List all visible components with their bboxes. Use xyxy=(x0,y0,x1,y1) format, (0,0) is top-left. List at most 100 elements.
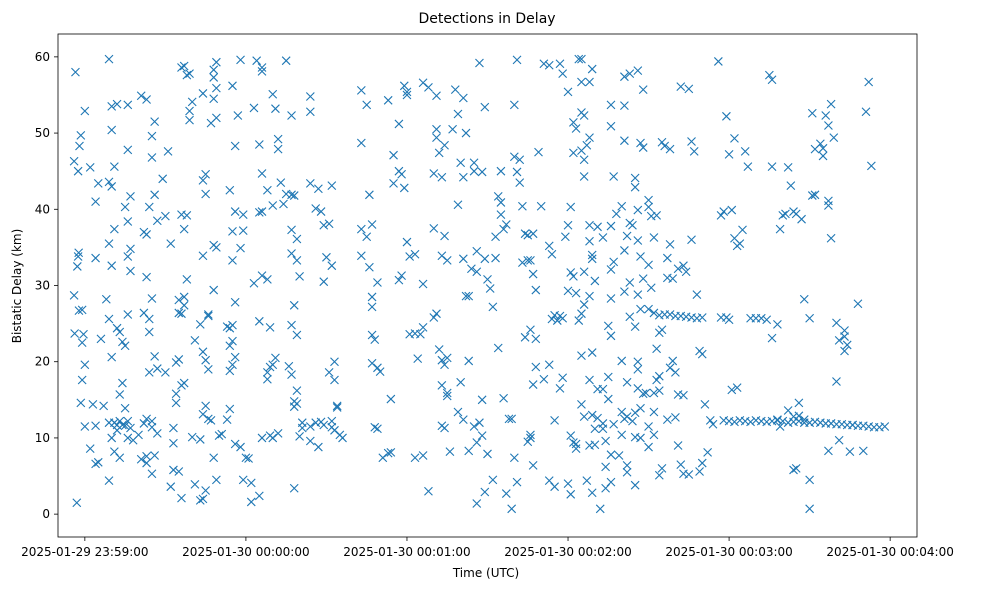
detection-point xyxy=(652,375,662,385)
detection-point xyxy=(866,161,876,171)
detection-point xyxy=(257,169,267,178)
detection-point xyxy=(79,329,88,339)
detection-point xyxy=(609,419,619,429)
detection-point xyxy=(480,102,490,112)
detection-point xyxy=(182,210,192,220)
detection-point xyxy=(509,152,519,162)
detection-point xyxy=(585,291,594,301)
detection-point xyxy=(512,55,522,65)
detection-point xyxy=(432,124,441,134)
detection-point xyxy=(332,401,342,411)
detection-point xyxy=(77,338,87,348)
detection-point xyxy=(810,190,820,200)
detection-point xyxy=(574,316,584,325)
detection-point xyxy=(577,54,586,64)
detection-point xyxy=(257,433,267,443)
detection-point xyxy=(799,294,809,304)
detection-point xyxy=(501,220,511,229)
detection-point xyxy=(142,272,151,282)
detection-point xyxy=(805,313,815,323)
detection-point xyxy=(394,275,404,285)
detection-point xyxy=(493,343,503,353)
detection-point xyxy=(370,422,380,432)
detection-point xyxy=(150,451,160,460)
detection-point xyxy=(695,467,704,476)
detection-point xyxy=(268,89,278,99)
detection-point xyxy=(367,292,377,302)
detection-point xyxy=(72,498,82,508)
detection-point xyxy=(72,262,82,271)
detection-point xyxy=(211,83,221,93)
detection-point xyxy=(198,175,208,185)
detection-point xyxy=(491,232,500,242)
detection-point xyxy=(104,177,114,187)
detection-point xyxy=(649,388,659,398)
detection-point xyxy=(499,224,508,234)
detection-point xyxy=(182,275,192,284)
detection-point xyxy=(177,309,186,319)
detection-point xyxy=(185,69,194,79)
detection-point xyxy=(480,254,490,264)
detection-point xyxy=(606,100,616,110)
detection-point xyxy=(644,442,653,452)
detection-point xyxy=(107,125,117,135)
detection-point xyxy=(775,224,785,234)
detection-point xyxy=(687,137,696,146)
detection-point xyxy=(432,309,441,319)
detection-point xyxy=(262,374,272,384)
detection-point xyxy=(211,57,221,67)
detection-point xyxy=(520,332,530,342)
detection-point xyxy=(356,251,366,261)
detection-point xyxy=(123,416,133,426)
detection-point xyxy=(319,220,329,230)
detection-point xyxy=(91,197,100,207)
detection-point xyxy=(654,328,664,338)
detection-point xyxy=(257,63,267,72)
y-tick-label: 30 xyxy=(35,279,50,293)
detection-point xyxy=(206,416,216,425)
detection-point xyxy=(807,191,817,200)
detection-point xyxy=(547,314,557,324)
detection-point xyxy=(636,304,645,314)
detection-point xyxy=(330,375,339,385)
detection-point xyxy=(144,314,154,324)
detection-point xyxy=(378,453,388,463)
detection-point xyxy=(440,360,449,370)
detection-point xyxy=(254,316,264,326)
detection-point xyxy=(198,409,208,419)
detection-point xyxy=(805,475,815,485)
detection-point xyxy=(104,314,114,324)
detection-point xyxy=(126,244,135,254)
detection-point xyxy=(555,59,565,69)
detection-point xyxy=(236,243,245,253)
detection-point xyxy=(324,219,334,229)
y-tick-label: 60 xyxy=(35,50,50,64)
detection-point xyxy=(622,377,632,387)
detection-point xyxy=(547,249,557,259)
detection-point xyxy=(566,489,576,499)
detection-point xyxy=(362,100,372,110)
detection-point xyxy=(636,138,645,148)
detection-point xyxy=(174,308,184,318)
detection-point xyxy=(824,201,833,210)
detection-point xyxy=(673,264,683,274)
detection-point xyxy=(364,190,374,200)
detection-point xyxy=(389,150,398,160)
detection-point xyxy=(203,414,213,424)
detection-point xyxy=(880,422,890,431)
detection-point xyxy=(373,424,382,434)
detection-point xyxy=(203,364,213,374)
detection-point xyxy=(746,417,755,427)
detection-point xyxy=(198,494,208,504)
detection-point xyxy=(539,374,549,384)
detection-point xyxy=(732,241,742,251)
detection-point xyxy=(77,375,87,385)
detection-point xyxy=(198,251,208,261)
detection-point xyxy=(120,202,130,212)
detection-point xyxy=(123,100,133,110)
detection-point xyxy=(534,147,543,157)
detection-point xyxy=(566,202,576,212)
detection-point xyxy=(179,300,189,310)
detection-point xyxy=(402,237,412,247)
detection-point xyxy=(488,475,498,485)
